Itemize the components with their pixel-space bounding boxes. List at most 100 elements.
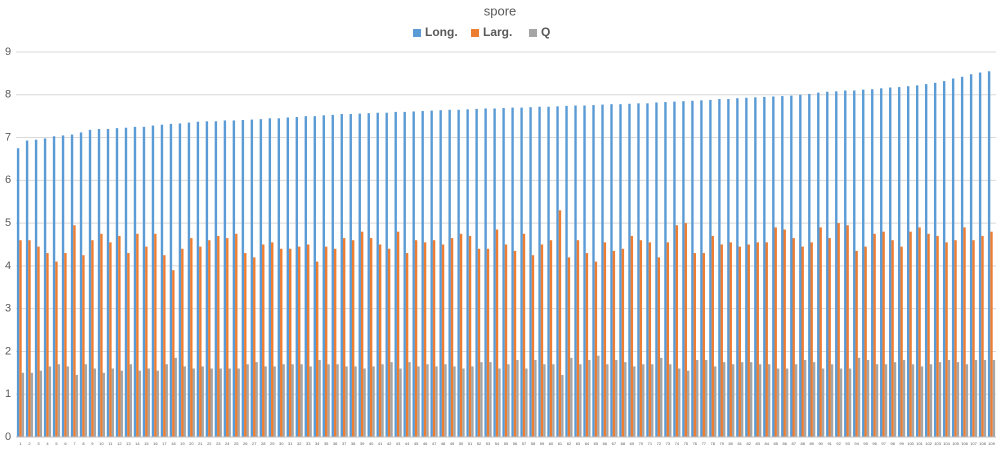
bar bbox=[606, 364, 609, 437]
x-tick-label: 78 bbox=[711, 441, 716, 446]
bar bbox=[731, 364, 735, 437]
bar bbox=[165, 364, 168, 437]
bar bbox=[457, 109, 460, 437]
bar bbox=[513, 250, 517, 437]
x-tick-label: 91 bbox=[827, 441, 832, 446]
bar bbox=[792, 238, 795, 437]
bar bbox=[776, 368, 780, 437]
y-tick-label: 4 bbox=[5, 260, 11, 272]
bar bbox=[246, 364, 249, 437]
bar bbox=[390, 362, 393, 437]
bar bbox=[181, 248, 184, 437]
bar bbox=[909, 231, 912, 437]
x-tick-label: 83 bbox=[756, 441, 761, 446]
bar bbox=[898, 87, 901, 438]
bar bbox=[758, 364, 762, 437]
x-tick-label: 44 bbox=[405, 441, 410, 446]
bar bbox=[331, 114, 334, 437]
bar bbox=[866, 360, 870, 437]
bar bbox=[729, 242, 732, 437]
bar bbox=[129, 364, 132, 437]
bar bbox=[169, 123, 173, 437]
bar bbox=[902, 360, 906, 437]
bar bbox=[906, 86, 910, 437]
bar bbox=[951, 78, 955, 438]
bar bbox=[154, 233, 157, 437]
bar bbox=[848, 368, 852, 437]
bar bbox=[981, 235, 984, 437]
bar bbox=[304, 116, 308, 438]
bar bbox=[749, 362, 753, 437]
bar bbox=[183, 366, 186, 437]
bar bbox=[196, 121, 200, 437]
bar bbox=[217, 235, 220, 437]
x-tick-label: 90 bbox=[818, 441, 823, 446]
bar bbox=[244, 253, 247, 437]
bar bbox=[322, 115, 325, 438]
bar bbox=[172, 270, 175, 437]
bar bbox=[516, 360, 519, 437]
bar bbox=[55, 261, 58, 437]
bar bbox=[471, 366, 474, 437]
bar bbox=[574, 105, 577, 437]
x-tick-label: 75 bbox=[684, 441, 689, 446]
bar bbox=[687, 370, 690, 437]
bar bbox=[318, 360, 321, 437]
bar bbox=[630, 235, 634, 437]
y-tick-label: 9 bbox=[5, 46, 11, 58]
bar bbox=[624, 362, 627, 437]
bar bbox=[927, 233, 930, 437]
bar bbox=[133, 126, 137, 437]
bar bbox=[682, 101, 685, 437]
x-tick-label: 36 bbox=[333, 441, 338, 446]
bar bbox=[255, 362, 258, 437]
bar bbox=[403, 111, 406, 437]
bar bbox=[423, 242, 427, 437]
chart-title: spore bbox=[484, 3, 517, 18]
x-tick-label: 62 bbox=[567, 441, 572, 446]
x-tick-label: 54 bbox=[495, 441, 500, 446]
bar bbox=[349, 114, 352, 438]
bar bbox=[160, 124, 164, 437]
bar bbox=[900, 246, 903, 437]
bar bbox=[394, 111, 397, 437]
bar bbox=[855, 250, 858, 437]
bar bbox=[223, 120, 227, 437]
bar bbox=[37, 246, 40, 437]
bar bbox=[111, 368, 114, 437]
x-tick-label: 98 bbox=[890, 441, 895, 446]
bar bbox=[736, 98, 739, 437]
bar bbox=[691, 100, 694, 438]
bar bbox=[963, 227, 966, 437]
bar bbox=[720, 244, 723, 437]
x-tick-label: 9 bbox=[91, 441, 94, 446]
bar bbox=[21, 372, 25, 437]
bar bbox=[342, 238, 346, 437]
x-tick-label: 69 bbox=[630, 441, 635, 446]
x-tick-label: 29 bbox=[270, 441, 275, 446]
bar bbox=[120, 370, 123, 437]
x-tick-label: 39 bbox=[360, 441, 365, 446]
bar bbox=[570, 357, 573, 437]
bar bbox=[567, 257, 571, 437]
bar bbox=[621, 248, 625, 437]
bar bbox=[396, 231, 400, 437]
bar bbox=[592, 105, 595, 438]
bar bbox=[64, 253, 67, 437]
bar bbox=[504, 244, 508, 437]
bar bbox=[333, 248, 337, 437]
x-tick-label: 5 bbox=[55, 441, 58, 446]
bar bbox=[432, 240, 436, 437]
legend-label: Q bbox=[541, 25, 550, 39]
bar bbox=[34, 139, 38, 437]
bar bbox=[289, 248, 292, 437]
bar bbox=[801, 246, 804, 437]
x-tick-label: 104 bbox=[943, 441, 950, 446]
bar bbox=[837, 223, 840, 437]
bar bbox=[79, 132, 83, 437]
x-tick-label: 92 bbox=[836, 441, 841, 446]
bar bbox=[552, 364, 555, 437]
bar bbox=[237, 368, 240, 437]
bar bbox=[610, 104, 613, 437]
bar bbox=[583, 105, 586, 437]
